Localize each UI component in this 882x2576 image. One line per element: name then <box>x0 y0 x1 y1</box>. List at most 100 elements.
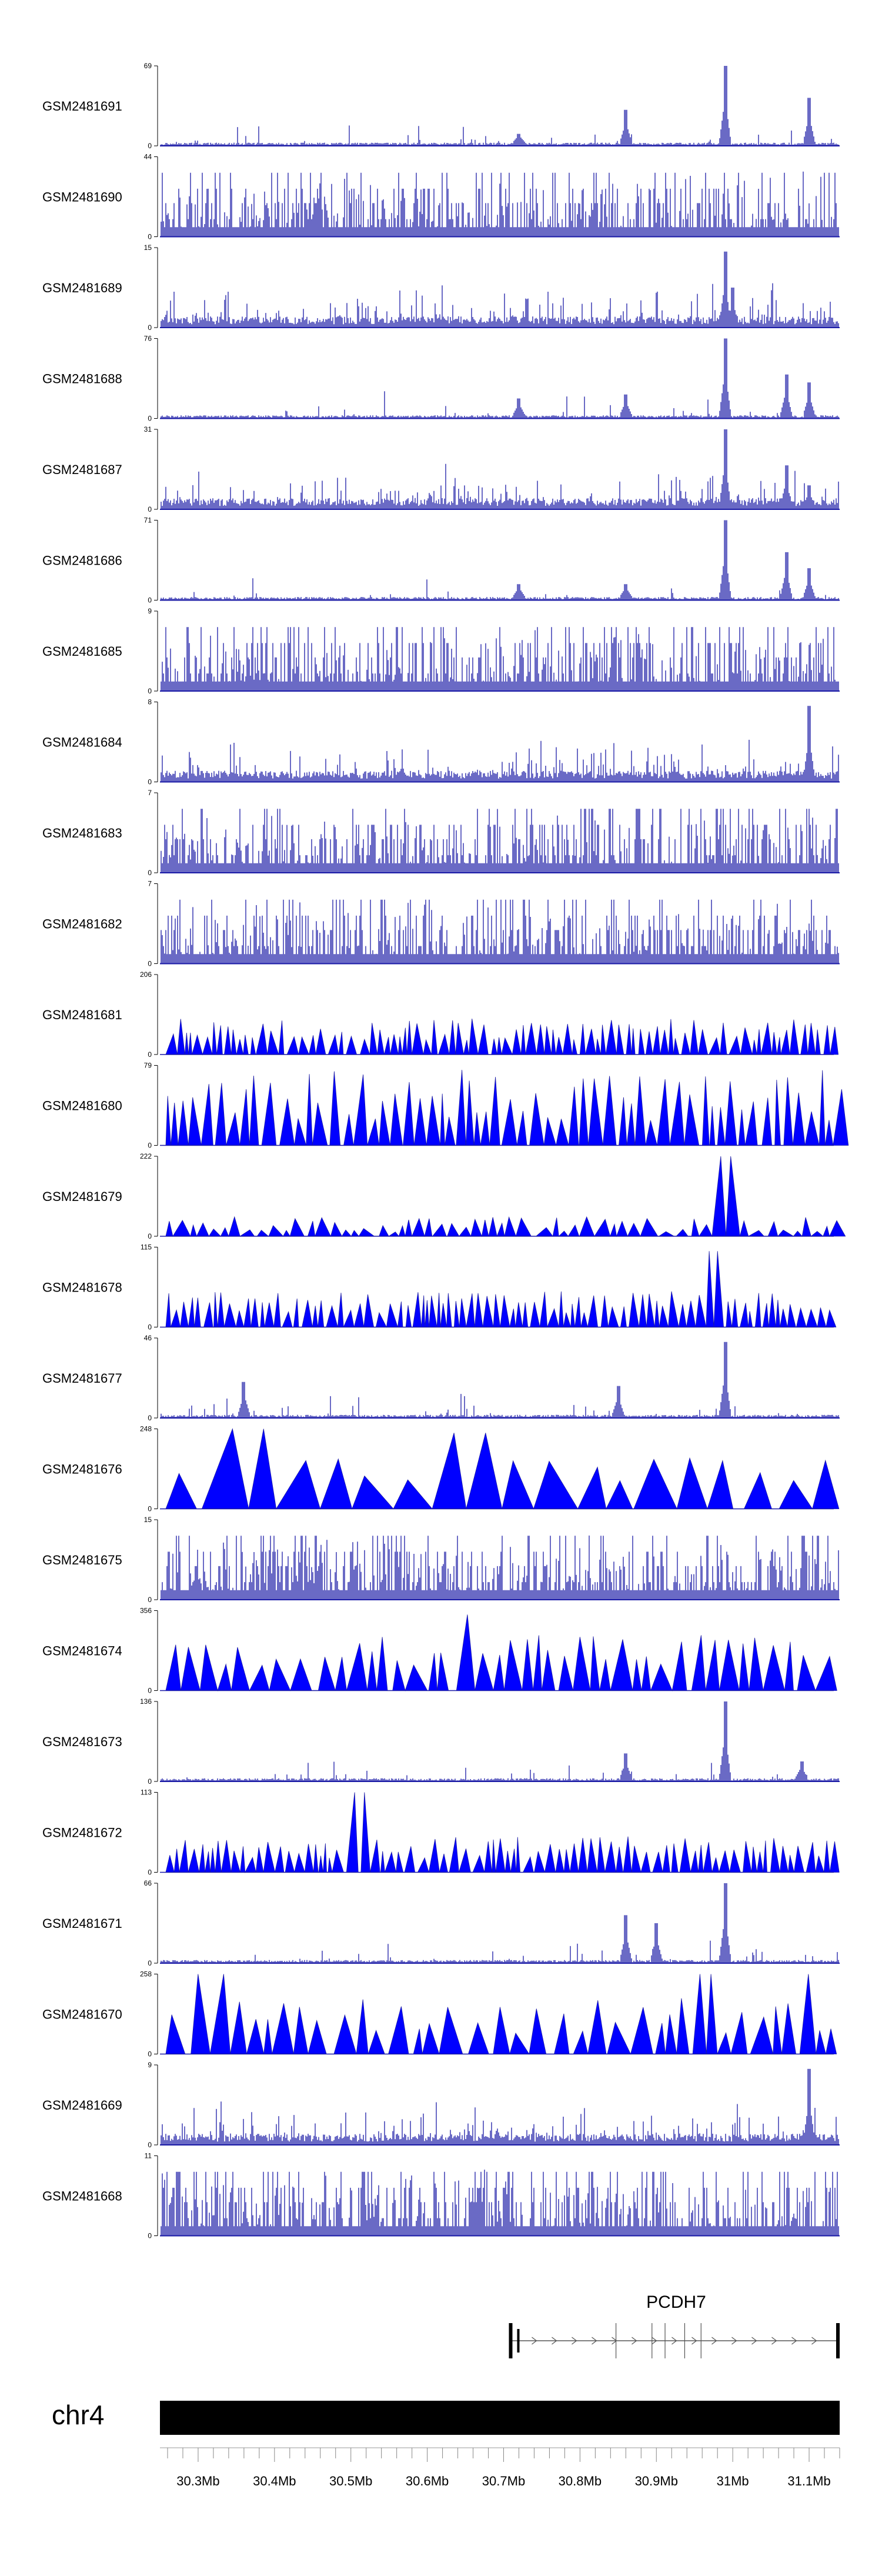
track-label: GSM2481670 <box>42 2007 122 2022</box>
track-GSM2481684: GSM2481684 8 0 <box>42 698 840 786</box>
track-label: GSM2481681 <box>42 1007 122 1022</box>
x-tick-label: 31.1Mb <box>787 2474 830 2488</box>
signal-trace <box>161 251 839 328</box>
y-axis-max-label: 79 <box>144 1062 152 1070</box>
track-label: GSM2481671 <box>42 1916 122 1931</box>
track-label: GSM2481673 <box>42 1734 122 1749</box>
track-GSM2481683: GSM2481683 7 0 <box>42 789 840 877</box>
signal-area <box>160 1614 837 1691</box>
y-axis-max-label: 8 <box>148 698 152 706</box>
y-axis-max-label: 9 <box>148 2061 152 2069</box>
y-axis-zero-label: 0 <box>148 1687 152 1695</box>
y-axis-zero-label: 0 <box>148 323 152 332</box>
strand-chevron-icon <box>632 2337 637 2345</box>
signal-area <box>160 1156 846 1237</box>
signal-trace <box>161 627 839 691</box>
y-axis-max-label: 258 <box>140 1970 152 1978</box>
y-axis-max-label: 115 <box>141 1243 152 1252</box>
y-axis-zero-label: 0 <box>148 1959 152 1967</box>
track-label: GSM2481687 <box>42 462 122 477</box>
strand-chevron-icon <box>532 2337 537 2345</box>
signal-tracks: GSM2481691690GSM2481690440GSM2481689150G… <box>42 62 849 2240</box>
strand-chevron-icon <box>771 2337 777 2345</box>
track-label: GSM2481686 <box>42 553 122 568</box>
chromosome-ideogram: chr4 <box>52 2400 840 2435</box>
track-label: GSM2481668 <box>42 2189 122 2204</box>
gene-exon <box>517 2329 520 2353</box>
track-GSM2481668: GSM2481668 11 0 <box>42 2152 840 2240</box>
signal-trace <box>161 171 839 237</box>
y-axis-max-label: 71 <box>144 516 152 525</box>
track-label: GSM2481679 <box>42 1189 122 1204</box>
track-GSM2481681: GSM2481681 206 0 <box>42 970 839 1059</box>
y-axis-zero-label: 0 <box>148 960 152 968</box>
y-axis-max-label: 46 <box>144 1334 152 1342</box>
signal-trace <box>161 706 839 782</box>
track-GSM2481671: GSM2481671 66 0 <box>42 1879 840 1967</box>
signal-trace <box>161 429 839 509</box>
y-axis-zero-label: 0 <box>148 505 152 513</box>
chromosome-bar <box>160 2401 840 2435</box>
track-GSM2481679: GSM2481679 222 0 <box>42 1152 846 1240</box>
signal-area <box>160 1974 837 2055</box>
y-axis-max-label: 66 <box>144 1879 152 1887</box>
gene-exon <box>509 2323 513 2358</box>
strand-chevron-icon <box>552 2337 557 2345</box>
signal-trace <box>161 2068 839 2145</box>
track-GSM2481682: GSM2481682 7 0 <box>42 880 840 968</box>
y-axis-zero-label: 0 <box>148 869 152 877</box>
x-tick-label: 30.4Mb <box>253 2474 296 2488</box>
strand-chevron-icon <box>652 2337 657 2345</box>
signal-area <box>160 1792 840 1874</box>
x-tick-label: 30.7Mb <box>482 2474 525 2488</box>
y-axis-zero-label: 0 <box>148 596 152 605</box>
strand-chevron-icon <box>691 2337 697 2345</box>
y-axis-zero-label: 0 <box>148 1414 152 1422</box>
track-GSM2481680: GSM2481680 79 0 <box>42 1062 849 1150</box>
signal-area <box>160 1019 839 1056</box>
strand-chevron-icon <box>811 2337 817 2345</box>
chromosome-label: chr4 <box>52 2400 104 2430</box>
y-axis-zero-label: 0 <box>148 1142 152 1150</box>
strand-chevron-icon <box>572 2337 577 2345</box>
y-axis-zero-label: 0 <box>148 233 152 241</box>
track-label: GSM2481684 <box>42 735 122 750</box>
track-label: GSM2481691 <box>42 99 122 114</box>
track-GSM2481678: GSM2481678 115 0 <box>42 1243 837 1332</box>
signal-trace <box>161 899 839 964</box>
y-axis-zero-label: 0 <box>148 1323 152 1332</box>
track-GSM2481670: GSM2481670 258 0 <box>42 1970 837 2058</box>
track-GSM2481675: GSM2481675 15 0 <box>42 1516 840 1604</box>
x-tick-label: 30.5Mb <box>329 2474 372 2488</box>
y-axis-zero-label: 0 <box>148 1868 152 1877</box>
y-axis-zero-label: 0 <box>148 1505 152 1513</box>
track-label: GSM2481680 <box>42 1099 122 1113</box>
y-axis-zero-label: 0 <box>148 1050 152 1059</box>
x-tick-label: 30.3Mb <box>176 2474 219 2488</box>
y-axis-max-label: 206 <box>140 970 152 979</box>
y-axis-zero-label: 0 <box>148 2141 152 2149</box>
track-label: GSM2481675 <box>42 1553 122 1567</box>
track-label: GSM2481683 <box>42 826 122 840</box>
track-GSM2481669: GSM2481669 9 0 <box>42 2061 840 2149</box>
y-axis-max-label: 7 <box>148 880 152 888</box>
y-axis-max-label: 44 <box>144 153 152 161</box>
y-axis-zero-label: 0 <box>148 142 152 150</box>
track-GSM2481685: GSM2481685 9 0 <box>42 607 840 695</box>
y-axis-max-label: 11 <box>145 2152 152 2160</box>
track-label: GSM2481672 <box>42 1826 122 1840</box>
track-GSM2481673: GSM2481673 136 0 <box>42 1697 840 1786</box>
track-GSM2481674: GSM2481674 356 0 <box>42 1607 837 1695</box>
signal-trace <box>161 1701 839 1781</box>
signal-trace <box>161 809 839 873</box>
track-GSM2481672: GSM2481672 113 0 <box>42 1788 840 1877</box>
signal-area <box>160 1428 840 1510</box>
y-axis-max-label: 69 <box>144 62 152 70</box>
track-label: GSM2481690 <box>42 190 122 205</box>
x-tick-label: 30.9Mb <box>635 2474 678 2488</box>
gene-exon <box>836 2323 840 2358</box>
strand-chevron-icon <box>671 2337 677 2345</box>
x-tick-label: 31Mb <box>717 2474 749 2488</box>
strand-chevron-icon <box>731 2337 737 2345</box>
